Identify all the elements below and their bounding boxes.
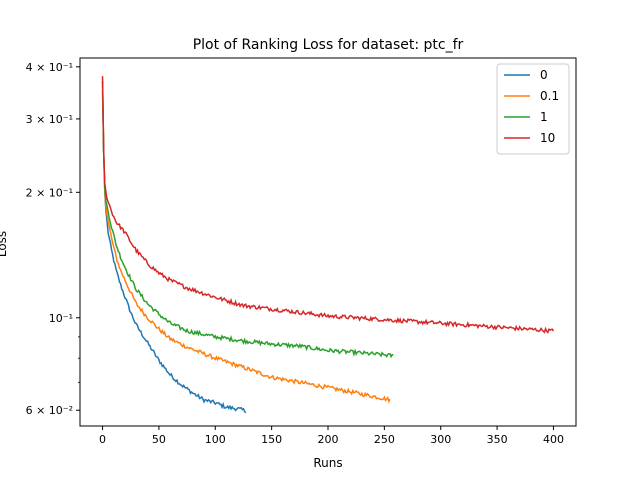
x-tick-label: 0 bbox=[99, 433, 106, 446]
legend: 0 0.1 1 10 bbox=[496, 63, 570, 155]
x-tick-label: 250 bbox=[374, 433, 395, 446]
x-tick-label: 350 bbox=[487, 433, 508, 446]
y-tick-label: 2 × 10⁻¹ bbox=[26, 186, 73, 199]
y-tick-label: 4 × 10⁻¹ bbox=[26, 61, 73, 74]
chart-title: Plot of Ranking Loss for dataset: ptc_fr bbox=[193, 37, 464, 53]
x-tick-label: 100 bbox=[205, 433, 226, 446]
legend-label: 0 bbox=[540, 68, 548, 82]
y-axis: 6 × 10⁻² 10⁻¹ 2 × 10⁻¹ 3 × 10⁻¹ 4 × 10⁻¹ bbox=[26, 61, 80, 417]
y-tick-label: 3 × 10⁻¹ bbox=[26, 113, 73, 126]
y-tick-label: 6 × 10⁻² bbox=[26, 404, 73, 417]
x-tick-label: 200 bbox=[318, 433, 339, 446]
series-group bbox=[101, 76, 555, 414]
legend-box bbox=[496, 63, 570, 155]
x-axis: 0 50 100 150 200 250 300 350 400 bbox=[99, 426, 564, 446]
x-axis-label: Runs bbox=[313, 456, 342, 470]
series-line-1 bbox=[101, 80, 391, 404]
x-tick-label: 400 bbox=[543, 433, 564, 446]
x-tick-label: 50 bbox=[152, 433, 166, 446]
legend-label: 10 bbox=[540, 131, 555, 145]
y-tick-label: 10⁻¹ bbox=[49, 312, 73, 325]
y-axis-label: Loss bbox=[0, 231, 9, 257]
x-tick-label: 300 bbox=[430, 433, 451, 446]
legend-label: 1 bbox=[540, 110, 548, 124]
series-line-0 bbox=[101, 90, 247, 414]
legend-label: 0.1 bbox=[540, 89, 559, 103]
x-tick-label: 150 bbox=[261, 433, 282, 446]
series-line-2 bbox=[101, 80, 394, 359]
series-line-3 bbox=[101, 76, 555, 334]
